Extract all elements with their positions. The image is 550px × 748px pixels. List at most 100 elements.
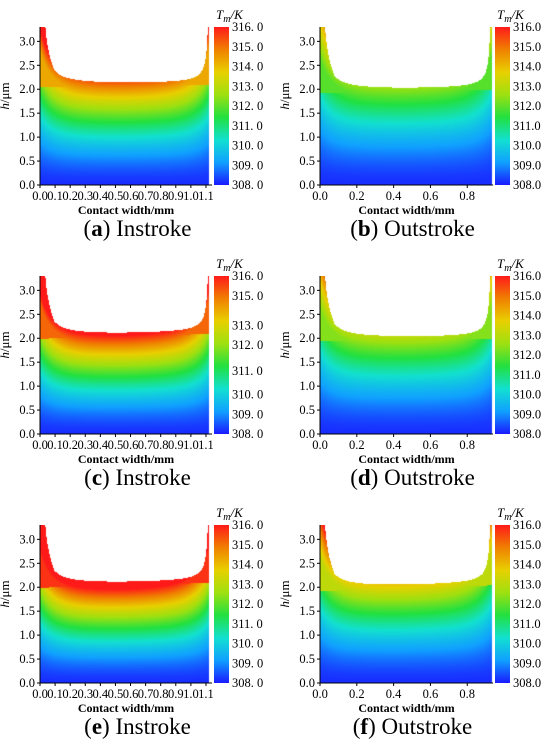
- y-tick-label: 0.0: [19, 676, 35, 690]
- colorbar: [214, 525, 229, 683]
- y-tick-label: 2.5: [19, 307, 35, 321]
- chart-f: 316.0 315.0 314.0 313.0 312.0 311.0 310.0 309.0…: [277, 505, 541, 715]
- chart-b: 316.0 315.0 314.0 313.0 312.0 311.0 310.0 309.0…: [277, 7, 541, 217]
- panel-caption: (a) Instroke: [83, 216, 192, 241]
- x-tick-label: 0.2: [62, 438, 78, 452]
- colorbar-tick-label: 316.0: [513, 20, 541, 34]
- x-tick-label: 0.2: [349, 438, 365, 452]
- colorbar-title: Tm/K: [497, 256, 525, 274]
- x-tick-label: 0.4: [93, 189, 109, 203]
- colorbar-tick-label: 312. 0: [232, 597, 263, 611]
- x-tick-label: 1.1: [198, 687, 214, 701]
- colorbar-tick-label: 309. 0: [232, 158, 263, 172]
- x-tick-label: 0.3: [77, 687, 93, 701]
- y-axis-label: h/μm: [277, 82, 292, 109]
- panel-letter: b: [357, 216, 371, 241]
- x-axis-label: Contact width/mm: [78, 203, 174, 217]
- colorbar-title: Tm/K: [216, 7, 244, 25]
- colorbar-tick-label: 311.0: [513, 368, 541, 382]
- colorbar: [495, 276, 510, 434]
- panel-letter: e: [91, 714, 103, 739]
- caption-text: Instroke: [116, 216, 192, 241]
- temperature-field: [40, 27, 212, 185]
- panel-a: 316. 0 315. 0 314. 0 313. 0 312. 0 311. 0 310.…: [0, 0, 275, 249]
- x-tick-label: 0.8: [153, 687, 169, 701]
- colorbar-tick-label: 308.0: [513, 676, 541, 690]
- chart-a: 316. 0 315. 0 314. 0 313. 0 312. 0 311. 0 310.…: [0, 7, 263, 217]
- y-tick-label: 3.0: [299, 532, 315, 546]
- x-tick-label: 0.6: [423, 189, 439, 203]
- x-tick-label: 1.0: [183, 438, 199, 452]
- x-tick-label: 0.1: [47, 438, 63, 452]
- colorbar: [214, 27, 229, 185]
- colorbar-tick-label: 311. 0: [232, 119, 263, 133]
- x-tick-label: 0.4: [386, 687, 402, 701]
- x-tick-label: 0.6: [123, 438, 139, 452]
- colorbar-tick-label: 312.0: [513, 597, 541, 611]
- x-tick-label: 0.2: [62, 687, 78, 701]
- temperature-field: [320, 276, 493, 434]
- y-axis-label: h/μm: [277, 580, 292, 607]
- colorbar-tick-label: 315.0: [513, 538, 541, 552]
- colorbar: [495, 525, 510, 683]
- x-tick-label: 0.3: [77, 189, 93, 203]
- x-tick-label: 0.4: [93, 687, 109, 701]
- x-tick-label: 0.2: [349, 189, 365, 203]
- colorbar-tick-label: 310. 0: [232, 637, 263, 651]
- x-tick-label: 0.0: [32, 189, 48, 203]
- colorbar-tick-label: 310.0: [513, 139, 541, 153]
- colorbar-tick-label: 309.0: [513, 158, 541, 172]
- y-tick-label: 1.5: [19, 355, 35, 369]
- x-tick-label: 1.1: [198, 438, 214, 452]
- x-axis-label: Contact width/mm: [358, 203, 454, 217]
- panel-letter: c: [91, 465, 103, 490]
- colorbar-tick-label: 308. 0: [232, 178, 263, 192]
- colorbar-tick-label: 309. 0: [232, 407, 263, 421]
- colorbar-tick-label: 309.0: [513, 656, 541, 670]
- y-axis-label: h/μm: [0, 82, 12, 109]
- x-tick-label: 1.0: [183, 687, 199, 701]
- colorbar-tick-label: 313. 0: [232, 577, 263, 591]
- x-tick-label: 0.3: [77, 438, 93, 452]
- colorbar-tick-label: 308.0: [513, 178, 541, 192]
- colorbar-tick-label: 313. 0: [232, 79, 263, 93]
- y-axis-label: h/μm: [0, 580, 12, 607]
- x-tick-label: 0.1: [47, 687, 63, 701]
- y-tick-label: 1.0: [299, 628, 315, 642]
- colorbar-tick-label: 310.0: [513, 637, 541, 651]
- y-tick-label: 1.5: [19, 106, 35, 120]
- colorbar: [495, 27, 510, 185]
- x-tick-label: 0.8: [459, 438, 475, 452]
- panel-letter: a: [91, 216, 103, 241]
- colorbar-tick-label: 315. 0: [232, 289, 263, 303]
- y-tick-label: 3.0: [19, 34, 35, 48]
- y-tick-label: 1.0: [19, 130, 35, 144]
- colorbar-tick-label: 315. 0: [232, 538, 263, 552]
- colorbar-tick-label: 312.0: [513, 99, 541, 113]
- y-tick-label: 0.5: [299, 154, 315, 168]
- temperature-field: [320, 27, 493, 185]
- colorbar-tick-label: 310. 0: [232, 139, 263, 153]
- y-tick-label: 0.0: [299, 178, 315, 192]
- y-tick-label: 2.0: [299, 82, 315, 96]
- colorbar-title: Tm/K: [497, 505, 525, 523]
- colorbar-tick-label: 311. 0: [232, 617, 263, 631]
- x-tick-label: 0.4: [93, 438, 109, 452]
- x-tick-label: 0.7: [138, 438, 154, 452]
- panel-letter: d: [357, 465, 371, 490]
- y-tick-label: 0.5: [299, 652, 315, 666]
- y-tick-label: 3.0: [19, 532, 35, 546]
- panel-d: 316.0 315.0 314.0 313.0 312.0 311.0 310.0 309.0…: [275, 249, 550, 498]
- colorbar-tick-label: 313.0: [513, 79, 541, 93]
- y-tick-label: 1.5: [299, 106, 315, 120]
- y-tick-label: 0.0: [299, 427, 315, 441]
- x-tick-label: 0.6: [423, 687, 439, 701]
- y-tick-label: 0.0: [19, 178, 35, 192]
- y-tick-label: 1.5: [299, 604, 315, 618]
- caption-text: Outstroke: [384, 465, 475, 490]
- colorbar-tick-label: 313. 0: [232, 318, 263, 332]
- x-tick-label: 0.4: [386, 189, 402, 203]
- caption-text: Outstroke: [384, 216, 475, 241]
- colorbar-tick-label: 308. 0: [232, 676, 263, 690]
- colorbar-tick-label: 316. 0: [232, 20, 263, 34]
